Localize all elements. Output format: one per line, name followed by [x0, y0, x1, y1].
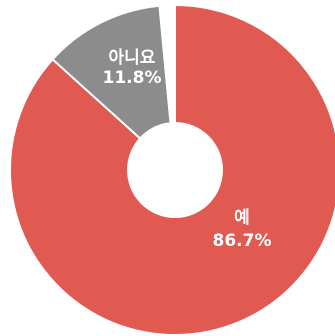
slice-value-no: 11.8%	[103, 68, 162, 88]
slice-label-no: 아니요	[109, 48, 156, 68]
donut-hole	[127, 122, 223, 218]
slice-value-yes: 86.7%	[213, 231, 272, 251]
slice-label-yes: 예	[234, 208, 250, 228]
